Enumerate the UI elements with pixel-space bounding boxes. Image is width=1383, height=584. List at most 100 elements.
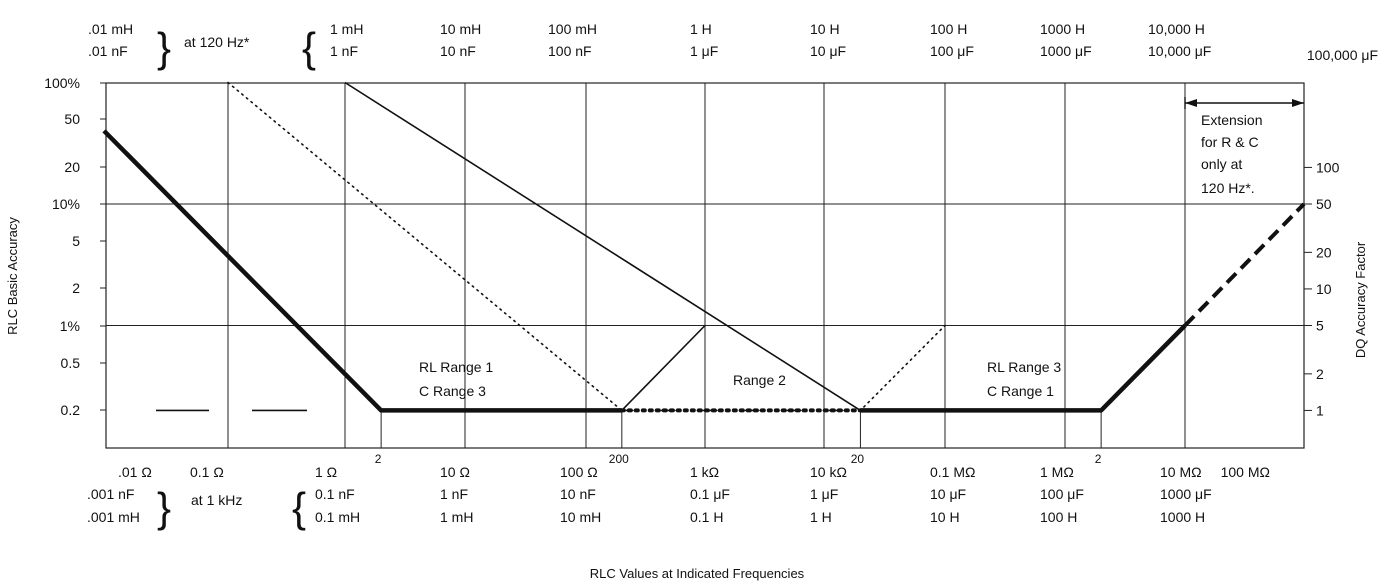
- top-tick-capacitance: .01 nF: [88, 43, 128, 59]
- x-tick-resistance: 1 kΩ: [690, 464, 719, 480]
- y-tick-label: 0.2: [61, 402, 81, 418]
- extension-arrow-head-right: [1292, 99, 1304, 107]
- top-tick-inductance: 1 H: [690, 21, 712, 37]
- top-tick-inductance: 10 H: [810, 21, 840, 37]
- x-tick-inductance: 10 mH: [560, 509, 601, 525]
- top-tick-inductance: 1 mH: [330, 21, 363, 37]
- grid-lines: [100, 82, 1312, 448]
- x-tick-capacitance: 1000 μF: [1160, 486, 1212, 502]
- extension-label-mask: [1186, 107, 1290, 199]
- secondary-mark-label: 20: [851, 452, 865, 466]
- extension-arrow: [1184, 97, 1304, 109]
- top-tick-inductance: .01 mH: [88, 21, 133, 37]
- x-tick-capacitance: 0.1 μF: [690, 486, 730, 502]
- secondary-mark-label: 2: [375, 452, 382, 466]
- y-axis-title: RLC Basic Accuracy: [5, 217, 20, 335]
- x-tick-capacitance: 10 μF: [930, 486, 966, 502]
- series-line-4: [860, 323, 1187, 413]
- extension-arrow-head-left: [1185, 99, 1197, 107]
- x-tick-resistance: 100 Ω: [560, 464, 598, 480]
- x-axis-title: RLC Values at Indicated Frequencies: [590, 566, 805, 581]
- y-tick-label: 1%: [60, 318, 80, 334]
- x-tick-inductance: 0.1 mH: [315, 509, 360, 525]
- annotation-range2: Range 2: [733, 372, 786, 388]
- x-tick-capacitance: 10 nF: [560, 486, 596, 502]
- extension-line4: 120 Hz*.: [1201, 180, 1255, 196]
- x-tick-resistance: 0.1 MΩ: [930, 464, 975, 480]
- x-tick-inductance: 1000 H: [1160, 509, 1205, 525]
- x-tick-inductance: .001 mH: [87, 509, 140, 525]
- top-tick-capacitance: 10,000 μF: [1148, 43, 1211, 59]
- y-tick-label: 2: [72, 280, 80, 296]
- extension-line2: for R & C: [1201, 134, 1259, 150]
- bottom-freq-note: at 1 kHz: [191, 492, 242, 508]
- top-tick-capacitance: 100 μF: [930, 43, 974, 59]
- top-tick-inductance: 100 H: [930, 21, 967, 37]
- y-tick-label: 10%: [52, 196, 80, 212]
- series-line-3: [344, 81, 861, 412]
- y2-tick-label: 2: [1316, 366, 1324, 382]
- annotation-range1-line2: C Range 3: [419, 383, 486, 399]
- y2-tick-label: 50: [1316, 196, 1332, 212]
- secondary-marks: 2 200 20 2: [375, 452, 1102, 466]
- top-right-brace: {: [302, 24, 316, 71]
- top-tick-inductance: 100 mH: [548, 21, 597, 37]
- x-tick-resistance: 1 MΩ: [1040, 464, 1074, 480]
- top-tick-inductance: 1000 H: [1040, 21, 1085, 37]
- y-tick-label: 50: [64, 111, 80, 127]
- x-tick-capacitance: 1 nF: [440, 486, 468, 502]
- axis-tick-labels: 100% 50 20 10% 5 2 1% 0.5 0.2 100 50 20 10 5 2 1 .01 Ω 0.…: [44, 21, 1378, 525]
- top-tick-inductance: 10,000 H: [1148, 21, 1205, 37]
- series-line-1: [621, 324, 706, 411]
- series-line-0: [102, 129, 622, 413]
- secondary-mark-label: 200: [609, 452, 629, 466]
- y2-tick-label: 10: [1316, 281, 1332, 297]
- top-tick-capacitance: 10 nF: [440, 43, 476, 59]
- annotation-range1-line1: RL Range 1: [419, 359, 493, 375]
- annotation-range3-line1: RL Range 3: [987, 359, 1061, 375]
- x-tick-inductance: 100 H: [1040, 509, 1077, 525]
- extension-line3: only at: [1201, 156, 1242, 172]
- y-tick-label: 5: [72, 233, 80, 249]
- top-tick-capacitance: 10 μF: [810, 43, 846, 59]
- y2-tick-label: 100: [1316, 159, 1340, 175]
- x-tick-inductance: 0.1 H: [690, 509, 723, 525]
- x-tick-resistance: 10 MΩ: [1160, 464, 1202, 480]
- top-tick-inductance: 10 mH: [440, 21, 481, 37]
- y-tick-label: 20: [64, 159, 80, 175]
- x-tick-resistance: 0.1 Ω: [190, 464, 224, 480]
- data-series: [102, 81, 1306, 413]
- top-freq-note: at 120 Hz*: [184, 34, 250, 50]
- x-tick-resistance: 100 MΩ: [1221, 464, 1270, 480]
- y2-axis-title: DQ Accuracy Factor: [1353, 241, 1368, 358]
- x-tick-resistance: 10 kΩ: [810, 464, 847, 480]
- extension-line1: Extension: [1201, 112, 1262, 128]
- x-tick-capacitance: .001 nF: [87, 486, 134, 502]
- x-tick-inductance: 1 mH: [440, 509, 473, 525]
- x-tick-resistance: 1 Ω: [315, 464, 337, 480]
- y-tick-label: 100%: [44, 75, 80, 91]
- annotation-range3-line2: C Range 1: [987, 383, 1054, 399]
- x-tick-inductance: 1 H: [810, 509, 832, 525]
- secondary-mark-label: 2: [1095, 452, 1102, 466]
- top-tick-capacitance: 100 nF: [548, 43, 592, 59]
- bottom-right-brace: {: [292, 484, 306, 531]
- x-tick-capacitance: 1 μF: [810, 486, 838, 502]
- y2-tick-label: 5: [1316, 318, 1324, 334]
- y2-tick-label: 20: [1316, 244, 1332, 260]
- bottom-left-brace: }: [157, 484, 171, 531]
- x-tick-resistance: 10 Ω: [440, 464, 470, 480]
- top-tick-capacitance: 1000 μF: [1040, 43, 1092, 59]
- y2-tick-label: 1: [1316, 402, 1324, 418]
- series-line-5: [1183, 202, 1306, 327]
- top-tick-capacitance: 100,000 μF: [1307, 47, 1378, 63]
- x-tick-resistance: .01 Ω: [118, 464, 152, 480]
- y-tick-label: 0.5: [61, 355, 81, 371]
- x-tick-capacitance: 0.1 nF: [315, 486, 355, 502]
- x-tick-capacitance: 100 μF: [1040, 486, 1084, 502]
- top-tick-capacitance: 1 μF: [690, 43, 718, 59]
- x-tick-inductance: 10 H: [930, 509, 960, 525]
- top-left-brace: }: [157, 24, 171, 71]
- top-tick-capacitance: 1 nF: [330, 43, 358, 59]
